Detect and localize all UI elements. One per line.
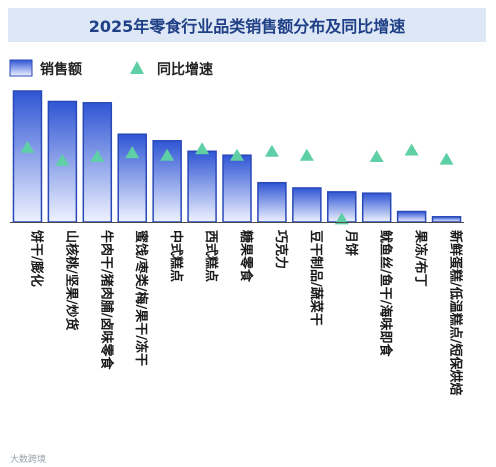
growth-marker-10 <box>334 212 349 225</box>
x-tick-label-7: 糖果零食 <box>238 230 254 283</box>
growth-marker-4 <box>125 146 140 159</box>
x-tick-label-10: 月饼 <box>343 229 359 256</box>
growth-marker-6 <box>195 142 210 155</box>
x-tick-label-4: 蜜饯/枣类/梅/果干/冻干 <box>133 230 149 366</box>
x-tick-label-9: 豆干制品/蔬菜干 <box>308 230 324 326</box>
bar-3 <box>82 102 113 223</box>
growth-marker-3 <box>90 150 105 162</box>
growth-marker-12 <box>404 143 419 156</box>
growth-marker-5 <box>160 148 175 161</box>
x-tick-label-1: 饼干/膨化 <box>28 230 44 287</box>
watermark: 大数跨境 <box>10 455 47 465</box>
chart-title: 2025年零食行业品类销售额分布及同比增速 <box>88 17 406 36</box>
x-tick-label-6: 西式糕点 <box>203 230 219 282</box>
bar-series <box>12 90 462 223</box>
legend-label-sales: 销售额 <box>40 61 82 78</box>
legend-label-growth: 同比增速 <box>157 61 213 78</box>
growth-marker-9 <box>299 148 314 161</box>
x-tick-label-12: 果冻/布丁 <box>413 229 429 287</box>
bar-12 <box>396 210 427 223</box>
bar-8 <box>257 181 287 223</box>
bar-1 <box>12 90 43 223</box>
chart-title-bar: 2025年零食行业品类销售额分布及同比增速 <box>8 8 486 42</box>
x-tick-label-8: 巧克力 <box>273 230 289 269</box>
bar-9 <box>292 187 322 223</box>
x-axis-labels: 饼干/膨化 山核桃/坚果/炒货 牛肉干/猪肉脯/卤味零食 蜜饯/枣类/梅/果干/冻干 中… <box>28 229 463 396</box>
chart-legend: 销售额 同比增速 <box>9 59 213 78</box>
x-tick-label-13: 新鲜蛋糕/低温糕点/短保烘焙 <box>448 230 464 396</box>
growth-marker-11 <box>369 150 384 162</box>
growth-marker-13 <box>439 152 454 165</box>
legend-swatch-marker <box>130 61 144 74</box>
bar-6 <box>187 150 217 223</box>
bar-7 <box>222 154 252 223</box>
bar-2 <box>47 100 78 223</box>
marker-series <box>20 140 454 225</box>
x-tick-label-5: 中式糕点 <box>168 230 184 282</box>
x-tick-label-3: 牛肉干/猪肉脯/卤味零食 <box>98 230 114 370</box>
growth-marker-1 <box>20 140 35 153</box>
legend-swatch-bar <box>9 59 33 77</box>
growth-marker-2 <box>55 153 70 166</box>
growth-marker-7 <box>230 148 244 161</box>
bar-13 <box>431 216 462 223</box>
x-tick-label-2: 山核桃/坚果/炒货 <box>63 230 79 331</box>
x-tick-label-11: 鱿鱼丝/鱼干/海味即食 <box>378 230 394 357</box>
bar-11 <box>361 192 392 223</box>
growth-marker-8 <box>264 144 279 157</box>
